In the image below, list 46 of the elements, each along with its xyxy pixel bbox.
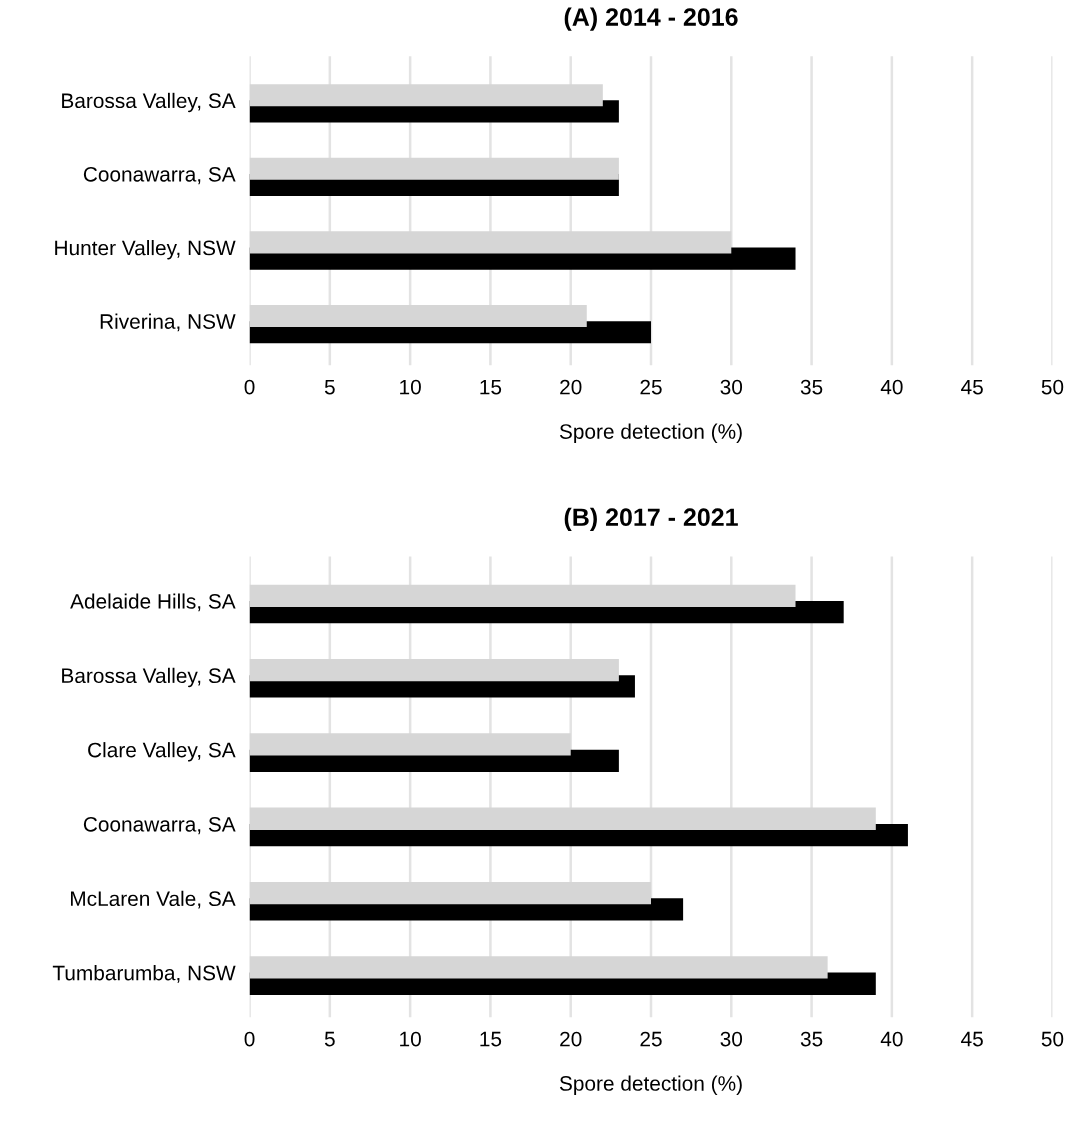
bar [249,956,828,979]
x-tick-label: 25 [640,379,662,395]
x-tick-label: 30 [720,1031,743,1047]
x-tick-label: 30 [720,379,743,395]
y-tick-label: Tumbarumba, NSW [52,965,236,983]
chart-title: (A) 2014 - 2016 [564,7,738,31]
x-tick-label: 0 [244,379,255,395]
bar [249,807,876,830]
x-axis-title: Spore detection (%) [559,1075,742,1095]
x-tick-label: 45 [961,379,983,395]
y-tick-label: Barossa Valley, SA [62,667,236,688]
x-tick-label: 15 [480,1031,502,1047]
x-tick-label: 50 [1041,379,1064,395]
y-tick-label: Hunter Valley, NSW [55,240,236,260]
x-tick-label: 40 [880,1031,903,1047]
chart-title: (B) 2017 - 2021 [564,507,738,532]
x-tick-label: 20 [560,1031,582,1047]
y-tick-label: McLaren Vale, SA [71,890,236,909]
bar [249,584,796,607]
x-tick-label: 10 [400,379,421,395]
bar [249,658,619,682]
x-tick-label: 35 [800,379,823,395]
x-axis-title: Spore detection (%) [559,423,742,444]
x-tick-label: 10 [400,1031,421,1047]
y-tick-label: Clare Valley, SA [88,742,236,762]
x-tick-label: 5 [324,1031,335,1047]
bar [249,881,651,905]
bar [249,304,587,328]
bar [249,84,603,107]
bar [249,157,619,180]
x-tick-label: 50 [1041,1031,1064,1047]
x-tick-label: 5 [324,379,335,395]
x-tick-label: 25 [640,1031,662,1047]
x-tick-label: 0 [244,1031,255,1047]
x-tick-label: 45 [961,1031,983,1047]
x-tick-label: 15 [480,379,502,395]
bar [249,733,571,756]
y-tick-label: Barossa Valley, SA [62,92,236,113]
y-tick-label: Adelaide Hills, SA [70,593,236,612]
x-tick-label: 20 [560,379,582,395]
y-tick-label: Riverina, NSW [100,313,236,332]
x-tick-label: 35 [800,1031,823,1047]
x-tick-label: 40 [880,379,903,395]
y-tick-label: Coonawarra, SA [83,816,236,835]
bar [249,231,732,254]
y-tick-label: Coonawarra, SA [83,166,236,185]
